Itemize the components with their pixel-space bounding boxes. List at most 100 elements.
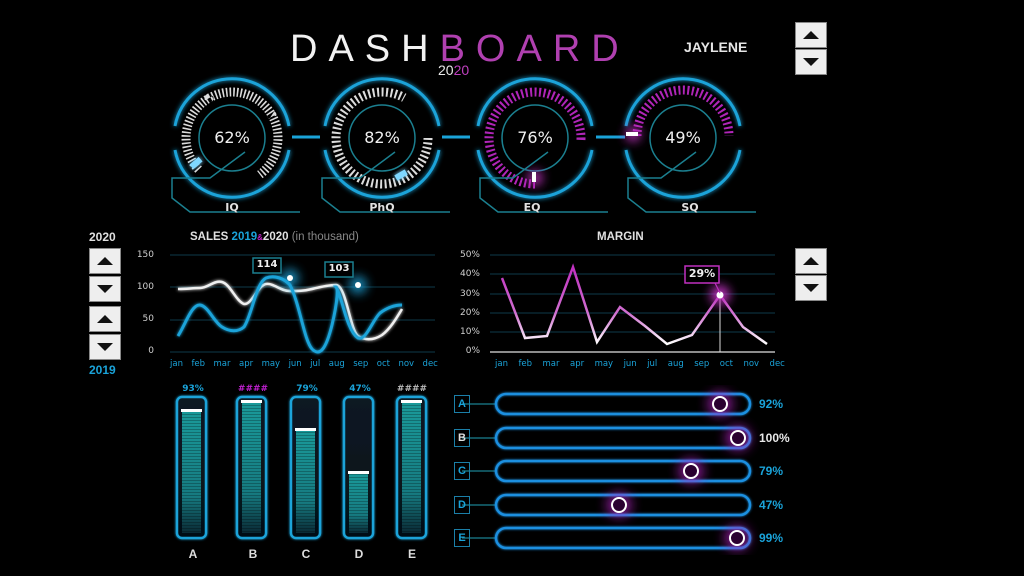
slider-c-value: 79%	[759, 464, 784, 478]
margin-down-button[interactable]	[795, 275, 827, 301]
slider-e-value: 99%	[759, 531, 784, 545]
gauge-iq-label: IQ	[225, 201, 239, 214]
gauge-iq	[171, 77, 300, 213]
gauge-eq-value: 76%	[517, 128, 553, 147]
slider-d-value: 47%	[759, 498, 784, 512]
slider-e[interactable]	[462, 526, 752, 550]
arrow-up-icon	[97, 315, 113, 323]
bar-d	[342, 395, 375, 540]
month-label: oct	[719, 359, 733, 369]
gauges-panel	[171, 77, 756, 213]
slider-b-value: 100%	[759, 431, 790, 445]
month-label: dec	[422, 359, 438, 369]
sales-title-a: SALES	[190, 231, 232, 243]
margin-chart	[490, 254, 775, 353]
arrow-up-icon	[97, 257, 113, 265]
margin-ytick: 50%	[459, 250, 480, 260]
user-spin-down-button[interactable]	[795, 49, 827, 75]
sales-title-unit: (in thousand)	[288, 231, 359, 243]
sales-2019-down-button[interactable]	[89, 334, 121, 360]
gauge-phq-value: 82%	[364, 128, 400, 147]
bar-d-label: D	[354, 547, 364, 561]
margin-ytick: 40%	[459, 269, 480, 279]
sales-year-2019-label: 2019	[89, 363, 116, 377]
sales-ytick: 150	[136, 250, 154, 260]
arrow-down-icon	[803, 284, 819, 292]
month-label: jun	[288, 359, 302, 369]
margin-ytick: 20%	[459, 308, 480, 318]
sales-2020-line	[177, 280, 404, 341]
margin-callout: 29%	[688, 267, 716, 280]
slider-b[interactable]	[462, 426, 752, 450]
bar-c	[289, 395, 322, 540]
month-label: may	[261, 359, 281, 369]
gauge-eq-label: EQ	[523, 201, 541, 214]
month-label: jul	[647, 359, 658, 369]
progress-bars	[175, 395, 428, 540]
month-label: dec	[769, 359, 785, 369]
sales-callout-box	[324, 261, 354, 278]
month-label: mar	[213, 359, 231, 369]
sales-2020-up-button[interactable]	[89, 248, 121, 274]
month-label: jul	[310, 359, 321, 369]
margin-ytick: 30%	[459, 289, 480, 299]
margin-chart-title: MARGIN	[597, 231, 644, 243]
bar-e-value: ####	[396, 384, 428, 394]
margin-ytick: 10%	[459, 327, 480, 337]
arrow-down-icon	[803, 58, 819, 66]
slider-b-label: B	[454, 429, 470, 447]
bar-d-value: 47%	[349, 384, 371, 394]
month-label: nov	[398, 359, 415, 369]
month-label: oct	[376, 359, 390, 369]
slider-d[interactable]	[462, 493, 752, 517]
slider-d-label: D	[454, 496, 470, 514]
sales-x-axis: jan feb mar apr may jun jul aug sep oct …	[170, 359, 438, 369]
year-part2: 20	[453, 62, 470, 78]
bar-c-value: 79%	[296, 384, 318, 394]
sales-title-2020: 2020	[262, 231, 289, 243]
sales-ytick: 0	[148, 346, 154, 356]
month-label: apr	[238, 359, 254, 369]
page-title: DASHBOARD	[290, 28, 630, 71]
gauge-sq-value: 49%	[665, 128, 701, 147]
bar-e-label: E	[407, 547, 416, 561]
month-label: jan	[495, 359, 508, 369]
month-label: may	[594, 359, 614, 369]
sales-title-amp: &	[257, 233, 263, 242]
bar-e	[395, 395, 428, 540]
slider-tracks	[462, 392, 752, 550]
sales-2020-down-button[interactable]	[89, 276, 121, 302]
bar-b	[235, 395, 268, 540]
arrow-up-icon	[803, 257, 819, 265]
year-part1: 20	[438, 62, 454, 78]
gauge-sq	[624, 77, 756, 213]
margin-callout-box	[684, 265, 720, 284]
user-spin-up-button[interactable]	[795, 22, 827, 48]
bar-c-label: C	[301, 547, 311, 561]
month-label: jun	[623, 359, 637, 369]
month-label: sep	[694, 359, 710, 369]
month-label: nov	[743, 359, 760, 369]
sales-title-2019: 2019	[231, 231, 258, 243]
sales-chart	[170, 254, 435, 354]
gauge-sq-label: SQ	[681, 201, 699, 214]
sales-2019-line	[176, 275, 403, 354]
month-label: sep	[353, 359, 369, 369]
sales-2019-up-button[interactable]	[89, 306, 121, 332]
bar-a	[175, 395, 208, 540]
margin-up-button[interactable]	[795, 248, 827, 274]
bar-b-value: ####	[237, 384, 269, 394]
gauge-iq-value: 62%	[214, 128, 250, 147]
slider-a[interactable]	[462, 392, 752, 416]
bar-a-value: 93%	[182, 384, 204, 394]
slider-a-label: A	[454, 395, 470, 413]
arrow-down-icon	[97, 285, 113, 293]
slider-c[interactable]	[462, 459, 752, 483]
slider-a-value: 92%	[759, 397, 784, 411]
gauge-phq	[321, 77, 450, 213]
sales-ytick: 50	[142, 314, 154, 324]
bar-b-label: B	[248, 547, 258, 561]
gauge-phq-label: PhQ	[369, 201, 395, 214]
sales-callout-114: 114	[256, 259, 278, 270]
margin-ytick: 0%	[465, 346, 480, 356]
